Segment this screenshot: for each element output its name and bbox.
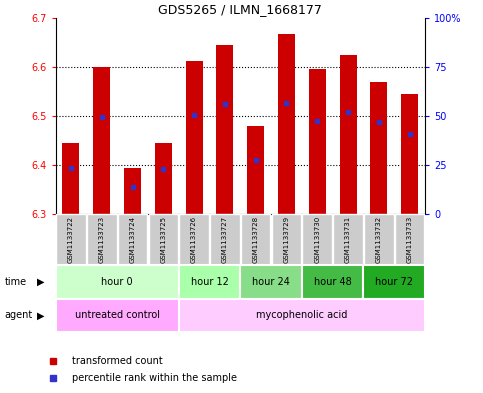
Text: GSM1133732: GSM1133732 — [376, 216, 382, 263]
Bar — [124, 167, 141, 214]
Text: hour 12: hour 12 — [191, 277, 228, 287]
Bar — [272, 214, 301, 265]
Text: hour 48: hour 48 — [314, 277, 352, 287]
Text: time: time — [5, 277, 27, 287]
Bar — [179, 214, 209, 265]
Text: GSM1133723: GSM1133723 — [99, 216, 105, 263]
Bar — [401, 94, 418, 214]
Bar — [56, 299, 179, 332]
Bar — [247, 126, 264, 214]
Bar — [278, 34, 295, 214]
Text: mycophenolic acid: mycophenolic acid — [256, 310, 348, 320]
Text: transformed count: transformed count — [72, 356, 162, 366]
Title: GDS5265 / ILMN_1668177: GDS5265 / ILMN_1668177 — [158, 4, 322, 17]
Bar — [340, 55, 356, 214]
Bar — [185, 61, 202, 214]
Bar — [179, 299, 425, 332]
Bar — [241, 214, 270, 265]
Text: percentile rank within the sample: percentile rank within the sample — [72, 373, 237, 383]
Text: hour 72: hour 72 — [375, 277, 413, 287]
Text: GSM1133725: GSM1133725 — [160, 216, 166, 263]
Text: GSM1133731: GSM1133731 — [345, 216, 351, 263]
Bar — [302, 214, 332, 265]
Text: GSM1133727: GSM1133727 — [222, 216, 228, 263]
Bar — [395, 214, 425, 265]
Bar — [364, 214, 394, 265]
Text: GSM1133724: GSM1133724 — [129, 216, 136, 263]
Text: ▶: ▶ — [37, 277, 45, 287]
Bar — [93, 67, 110, 214]
Bar — [179, 265, 240, 299]
Bar — [87, 214, 116, 265]
Text: GSM1133722: GSM1133722 — [68, 216, 74, 263]
Bar — [149, 214, 178, 265]
Text: GSM1133728: GSM1133728 — [253, 216, 259, 263]
Text: GSM1133729: GSM1133729 — [284, 216, 289, 263]
Bar — [155, 143, 172, 214]
Bar — [216, 45, 233, 214]
Text: hour 0: hour 0 — [101, 277, 133, 287]
Text: untreated control: untreated control — [75, 310, 159, 320]
Bar — [240, 265, 302, 299]
Text: GSM1133733: GSM1133733 — [407, 216, 412, 263]
Bar — [302, 265, 364, 299]
Bar — [118, 214, 147, 265]
Text: agent: agent — [5, 310, 33, 320]
Bar — [56, 265, 179, 299]
Bar — [62, 143, 79, 214]
Bar — [333, 214, 363, 265]
Bar — [370, 81, 387, 214]
Bar — [56, 214, 85, 265]
Text: ▶: ▶ — [37, 310, 45, 320]
Bar — [210, 214, 240, 265]
Bar — [364, 265, 425, 299]
Text: hour 24: hour 24 — [252, 277, 290, 287]
Bar — [309, 69, 326, 214]
Text: GSM1133730: GSM1133730 — [314, 216, 320, 263]
Text: GSM1133726: GSM1133726 — [191, 216, 197, 263]
